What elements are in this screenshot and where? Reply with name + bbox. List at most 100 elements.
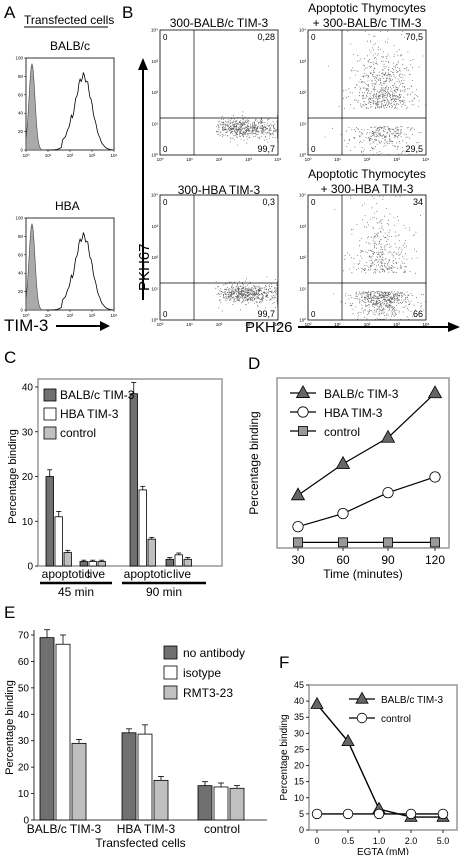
chart-c-group-label: 45 min xyxy=(58,585,94,599)
dot-plot-ytick: 10⁴ xyxy=(151,28,158,33)
panel-f-letter: F xyxy=(279,653,289,672)
chart-f-point xyxy=(341,733,355,746)
chart-f-ytick: 10 xyxy=(294,793,304,803)
chart-e-ytick: 0 xyxy=(23,816,29,827)
dot-plot-ytick: 10³ xyxy=(151,59,158,64)
chart-d-legend-marker xyxy=(295,385,311,398)
dot-plot-ytick: 10⁴ xyxy=(151,193,158,198)
chart-f-ytick: 35 xyxy=(294,712,304,722)
panel-e: E 0 10 20 30 40 50 60 70 Percentage binding BALB/… xyxy=(4,603,267,850)
chart-f-ytick: 40 xyxy=(294,696,304,706)
chart-e-legend-swatch xyxy=(163,665,178,680)
isotype-histogram xyxy=(25,223,52,311)
chart-c-bar xyxy=(138,489,147,567)
tim3-histogram xyxy=(46,232,113,311)
histogram-xtick: 10⁴ xyxy=(111,153,118,158)
histogram-ytick: 40 xyxy=(18,271,24,276)
chart-c-ytick: 40 xyxy=(22,383,34,394)
chart-c-bar xyxy=(147,538,156,567)
chart-f-ylabel: Percentage binding xyxy=(279,714,290,800)
chart-e-bar xyxy=(197,785,213,821)
panel-a-header: Transfected cells xyxy=(24,13,114,27)
chart-f-ytick: 30 xyxy=(294,728,304,738)
isotype-histogram xyxy=(25,63,52,151)
chart-f-xtick: 0 xyxy=(314,836,319,846)
quadrant-ll-value: 0 xyxy=(163,310,168,319)
dot-plot-xtick: 10¹ xyxy=(334,322,341,327)
chart-d-legend-label: HBA TIM-3 xyxy=(324,406,383,420)
chart-e-bar xyxy=(153,779,169,821)
histogram-ytick: 80 xyxy=(18,74,24,79)
histogram-xtick: 10² xyxy=(67,153,74,158)
dot-plot-events xyxy=(333,196,426,320)
panel-a-letter: A xyxy=(4,3,16,22)
dot-plot-xtick: 10⁴ xyxy=(423,322,430,327)
chart-c-bar xyxy=(97,561,106,567)
chart-d-point xyxy=(383,537,393,548)
histogram-xtick: 10⁰ xyxy=(23,153,30,158)
chart-d-frame xyxy=(276,377,450,549)
chart-f-frame xyxy=(308,684,458,831)
dot-plot-ytick: 10¹ xyxy=(299,286,306,291)
panel-a-balbc-label: BALB/c xyxy=(50,39,90,53)
quadrant-ur-value: 0,28 xyxy=(257,32,275,42)
panel-e-letter: E xyxy=(4,603,15,622)
dot-plot-xtick: 10² xyxy=(364,157,371,162)
chart-d-point xyxy=(335,455,351,469)
dot-plot-xtick: 10² xyxy=(364,322,371,327)
chart-e-ytick: 60 xyxy=(18,657,30,668)
chart-d-xtick: 120 xyxy=(425,553,445,567)
chart-e-ytick: 40 xyxy=(18,710,30,721)
panel-b-letter: B xyxy=(122,3,133,22)
quadrant-ul-value: 0 xyxy=(311,33,316,42)
chart-f-point xyxy=(311,808,323,820)
histogram-ytick: 80 xyxy=(18,234,24,239)
chart-c-legend-label: HBA TIM-3 xyxy=(60,407,119,421)
chart-f-xtick: 5.0 xyxy=(437,836,450,846)
chart-f-point xyxy=(373,808,385,820)
chart-c-legend-label: BALB/c TIM-3 xyxy=(60,388,135,402)
chart-c-category: live xyxy=(87,567,105,581)
chart-d-series-line xyxy=(297,476,436,528)
histogram-frame xyxy=(25,57,115,151)
histogram-ytick: 60 xyxy=(18,92,24,97)
histogram-ytick: 100 xyxy=(15,56,23,61)
quadrant-ul-value: 0 xyxy=(163,198,168,207)
chart-e-legend-swatch xyxy=(163,645,178,660)
chart-c-bar xyxy=(165,558,174,567)
chart-c-bar xyxy=(45,476,54,567)
dot-plot-xtick: 10⁴ xyxy=(423,157,430,162)
dot-plot-frame xyxy=(307,29,427,156)
chart-e-bar xyxy=(137,733,153,821)
chart-c-bar xyxy=(183,558,192,567)
dot-plot-ytick: 10² xyxy=(151,255,158,260)
dot-plot-title: + 300-BALB/c TIM-3 xyxy=(313,16,422,30)
panel-b-xlabel: PKH26 xyxy=(245,319,293,336)
chart-f-ytick: 25 xyxy=(294,744,304,754)
panel-d-letter: D xyxy=(248,354,260,373)
quadrant-ur-value: 34 xyxy=(413,197,423,207)
histogram-xtick: 10¹ xyxy=(45,313,52,318)
dot-plot-xtick: 10¹ xyxy=(186,322,193,327)
chart-f-legend-marker xyxy=(355,691,369,704)
chart-d-point xyxy=(382,487,394,499)
chart-e-legend-label: isotype xyxy=(183,666,221,680)
chart-e-legend-label: no antibody xyxy=(183,646,245,660)
dot-plot-xtick: 10⁰ xyxy=(305,322,312,327)
quadrant-ll-value: 0 xyxy=(163,145,168,154)
chart-c-bar xyxy=(88,561,97,567)
histogram-xtick: 10⁰ xyxy=(23,313,30,318)
quadrant-ul-value: 0 xyxy=(163,33,168,42)
chart-c-ytick: 10 xyxy=(22,517,34,528)
chart-d-series-line xyxy=(297,392,436,496)
dot-plot-xtick: 10¹ xyxy=(334,157,341,162)
chart-f-legend-label: BALB/c TIM-3 xyxy=(381,695,443,706)
dot-plot-xtick: 10³ xyxy=(245,157,252,162)
dot-plot-ytick: 10⁰ xyxy=(151,318,158,323)
chart-c-bar xyxy=(54,516,63,567)
chart-f-xlabel: EGTA (mM) xyxy=(357,847,409,855)
chart-c-group-label: 90 min xyxy=(146,585,182,599)
chart-d-legend-label: control xyxy=(324,425,360,439)
chart-f-ytick: 5 xyxy=(299,809,304,819)
